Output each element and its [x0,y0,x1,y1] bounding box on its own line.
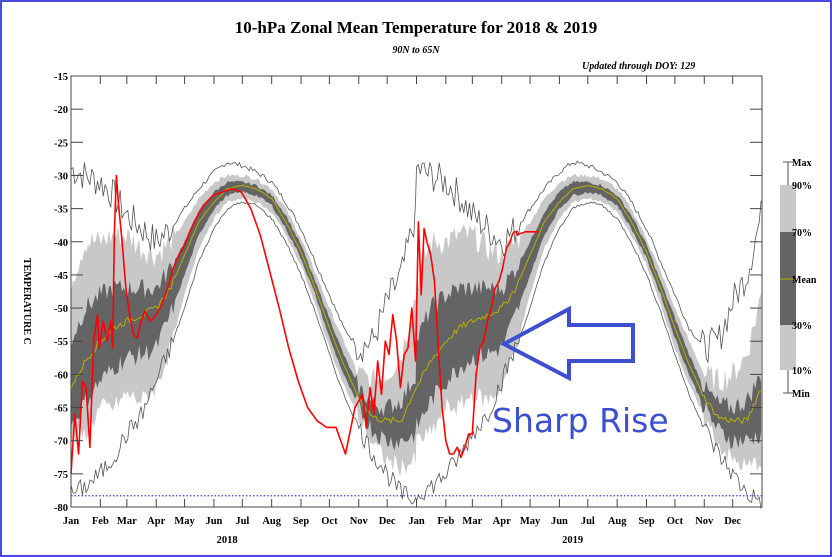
y-tick-label: -25 [54,138,68,149]
x-tick-label: Jun [205,516,222,527]
legend-label: 10% [792,366,812,377]
series-lines [70,160,762,509]
max-line [70,160,762,363]
legend-lower-outer [780,325,796,370]
y-tick-label: -15 [54,72,68,83]
x-tick-label: Nov [695,516,714,527]
y-tick-label: -75 [54,470,68,481]
legend-label: 30% [792,321,812,332]
mean-line [70,184,762,425]
annotation-text: Sharp Rise [492,401,669,440]
x-tick-label: Feb [437,516,454,527]
x-tick-label: Mar [117,516,137,527]
x-tick-label: Apr [147,516,165,527]
y-tick-label: -60 [54,370,68,381]
y-tick-label: -50 [54,304,68,315]
x-tick-label: Aug [262,516,281,527]
x-year-label: 2019 [562,535,583,546]
y-tick-label: -65 [54,404,68,415]
x-tick-label: Sep [638,516,655,527]
band-30-70 [71,180,762,450]
legend-label: Max [792,158,811,169]
legend-label: Mean [792,275,817,286]
y-tick-label: -45 [54,271,68,282]
x-tick-label: Dec [724,516,741,527]
chart-subtitle: 90N to 65N [392,45,440,56]
y-tick-label: -20 [54,105,68,116]
x-tick-label: Oct [321,516,338,527]
y-tick-label: -30 [54,171,68,182]
observed-line [70,174,539,474]
x-tick-label: Jul [581,516,595,527]
x-tick-label: May [520,516,541,527]
legend-label: Min [792,389,810,400]
x-tick-label: Mar [462,516,482,527]
y-tick-label: -80 [54,503,68,514]
y-tick-label: -40 [54,238,68,249]
x-tick-label: Apr [493,516,511,527]
x-tick-label: Jan [408,516,425,527]
x-tick-label: Aug [608,516,627,527]
legend-label: 90% [792,181,812,192]
update-note: Updated through DOY: 129 [582,61,696,72]
y-tick-label: -55 [54,337,68,348]
x-tick-label: Feb [92,516,109,527]
legend-label: 70% [792,228,812,239]
x-tick-label: Nov [350,516,369,527]
y-axis-label: TEMPERATURE C [21,258,32,345]
chart-title: 10-hPa Zonal Mean Temperature for 2018 &… [234,18,598,37]
x-tick-label: Sep [293,516,310,527]
x-tick-label: Dec [379,516,396,527]
x-tick-label: Oct [667,516,684,527]
x-year-label: 2018 [217,535,238,546]
y-tick-label: -35 [54,205,68,216]
annotation: Sharp Rise [492,305,669,440]
left-arrow-icon [499,305,635,382]
legend-upper-outer [780,185,796,232]
x-tick-label: Jan [63,516,80,527]
x-tick-label: Jul [235,516,249,527]
x-tick-label: Jun [551,516,568,527]
axes: -15 -20 -25 -30 -35 -40 -45 -50 -55 -60 -65 -70 -75 -… [54,72,763,546]
y-tick-label: -70 [54,437,68,448]
x-tick-label: May [174,516,195,527]
legend: Max 90% 70% Mean 30% 10% Min [780,158,817,400]
